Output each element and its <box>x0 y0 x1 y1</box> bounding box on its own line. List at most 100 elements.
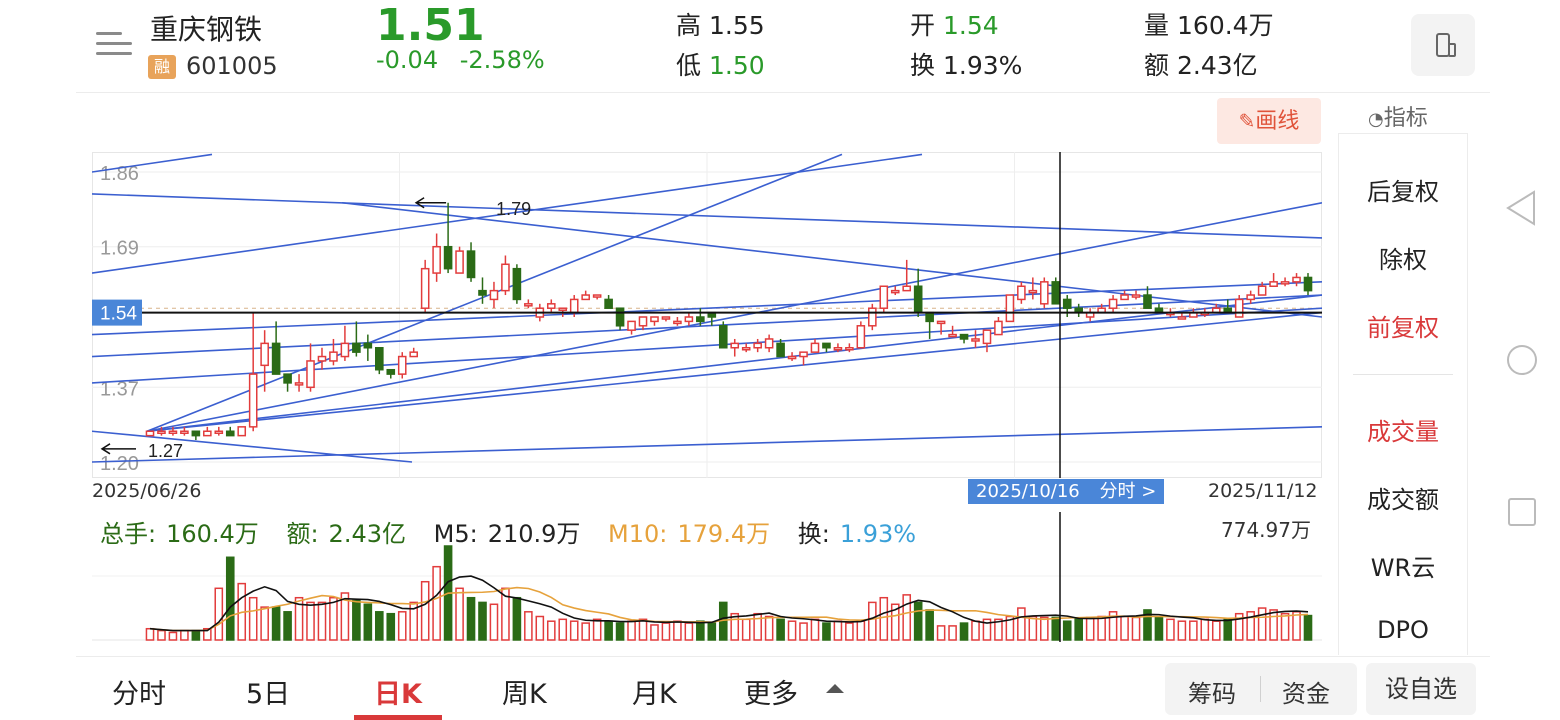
volume-bar <box>948 625 957 641</box>
rp-item-pre-adjust[interactable]: 前复权 <box>1367 314 1439 342</box>
caret-up-icon[interactable] <box>826 684 844 693</box>
home-nav-icon[interactable] <box>1500 340 1544 380</box>
candle-body <box>260 342 269 367</box>
recents-nav-icon[interactable] <box>1500 492 1544 532</box>
candle-body <box>546 303 556 309</box>
candle-body <box>1051 281 1061 305</box>
candle-body <box>730 342 740 349</box>
rp-item-amount[interactable]: 成交额 <box>1367 486 1439 514</box>
candle-body <box>799 351 808 358</box>
back-nav-icon[interactable] <box>1500 188 1544 228</box>
candle-body <box>1257 285 1267 296</box>
active-tab-indicator <box>354 715 442 720</box>
stat-high: 高 1.55 <box>676 6 765 42</box>
volume-bar <box>478 601 487 641</box>
volume-bar <box>225 556 235 641</box>
candle-body <box>890 289 900 294</box>
volume-bar <box>890 603 900 641</box>
tab-monthly-k[interactable]: 月K <box>632 679 677 710</box>
volume-bar <box>879 596 889 641</box>
rp-item-ex-rights[interactable]: 除权 <box>1379 246 1427 274</box>
trend-line <box>92 307 1322 384</box>
volume-bar <box>581 622 590 641</box>
volume-chart[interactable] <box>92 512 1322 642</box>
volume-bar <box>558 618 568 641</box>
draw-line-button[interactable]: ✎画线 <box>1217 98 1321 144</box>
candle-body <box>959 333 969 340</box>
volume-bar <box>1211 620 1221 641</box>
candle-body <box>191 430 201 437</box>
volume-bar <box>1234 612 1244 641</box>
pill-separator <box>1260 676 1261 702</box>
chips-button[interactable]: 筹码 <box>1188 680 1236 708</box>
volume-bar <box>248 596 258 641</box>
volume-bar <box>546 620 556 641</box>
volume-bar <box>432 565 441 641</box>
trend-line <box>92 281 1322 336</box>
volume-bar <box>329 596 338 641</box>
tab-5day[interactable]: 5日 <box>246 679 291 710</box>
volume-bar <box>180 629 189 641</box>
candle-body <box>397 355 407 375</box>
tab-more[interactable]: 更多 <box>744 679 798 710</box>
candle-body <box>489 289 499 301</box>
kline-chart[interactable]: 1.86 1.69 1.37 1.20 1.54 1.79 1.27 <box>92 152 1322 478</box>
trend-line <box>92 153 923 274</box>
volume-bar <box>1257 607 1267 641</box>
rp-item-post-adjust[interactable]: 后复权 <box>1367 178 1439 206</box>
candle-body <box>822 342 831 349</box>
candle-body <box>776 342 785 358</box>
candle-body <box>145 430 155 437</box>
volume-bar <box>592 618 602 641</box>
volume-bar <box>604 620 613 641</box>
price-change: -0.04 -2.58% <box>376 46 545 74</box>
max-price-label: 1.79 <box>496 199 531 219</box>
stat-low-value: 1.50 <box>709 51 765 80</box>
volume-bar <box>810 618 820 641</box>
draw-line-label: 画线 <box>1255 109 1300 134</box>
volume-bar <box>673 620 682 641</box>
crosshair-date-badge[interactable]: 2025/10/16 分时 > <box>968 479 1165 504</box>
tab-daily-k[interactable]: 日K <box>374 679 422 710</box>
intraday-link: 分时 > <box>1099 481 1157 502</box>
legend-total: 总手: 160.4万 <box>100 520 259 548</box>
trend-line <box>146 294 1322 433</box>
rp-item-wr[interactable]: WR云 <box>1370 554 1436 582</box>
volume-bar <box>168 631 178 641</box>
volume-bar <box>294 596 304 641</box>
candle-body <box>432 245 441 274</box>
candle-body <box>180 430 189 434</box>
gauge-icon: ◔ <box>1368 109 1384 130</box>
candle-body <box>1028 289 1038 294</box>
candle-body <box>524 303 533 307</box>
volume-bar <box>306 601 315 641</box>
candle-body <box>1017 285 1026 301</box>
candle-body <box>1120 294 1129 301</box>
candle-body <box>1269 281 1278 287</box>
rp-item-volume[interactable]: 成交量 <box>1367 418 1439 446</box>
volume-bar <box>741 618 751 641</box>
current-price: 1.51 <box>376 0 485 51</box>
crosshair-date: 2025/10/16 <box>976 481 1080 502</box>
trend-line <box>146 311 1322 433</box>
volume-bar <box>1131 616 1141 641</box>
volume-bar <box>661 622 671 641</box>
stat-open-value: 1.54 <box>943 11 999 40</box>
tab-weekly-k[interactable]: 周K <box>502 679 547 710</box>
indicator-button[interactable]: ◔指标 <box>1368 100 1428 132</box>
add-watchlist-button[interactable]: 设自选 <box>1366 663 1476 715</box>
stat-high-value: 1.55 <box>709 11 765 40</box>
landscape-toggle-button[interactable] <box>1411 14 1475 76</box>
volume-bar <box>1097 615 1106 641</box>
change-value: -0.04 <box>376 46 439 74</box>
funds-button[interactable]: 资金 <box>1282 680 1330 708</box>
rp-item-dpo[interactable]: DPO <box>1377 616 1429 644</box>
tab-intraday[interactable]: 分时 <box>112 679 166 710</box>
menu-icon[interactable] <box>96 30 132 60</box>
volume-bar <box>1223 618 1233 641</box>
stat-volume-label: 量 <box>1144 11 1170 40</box>
candle-body <box>512 267 522 301</box>
candle-body <box>868 307 877 327</box>
candle-body <box>157 430 166 434</box>
rp-divider <box>1353 374 1453 375</box>
